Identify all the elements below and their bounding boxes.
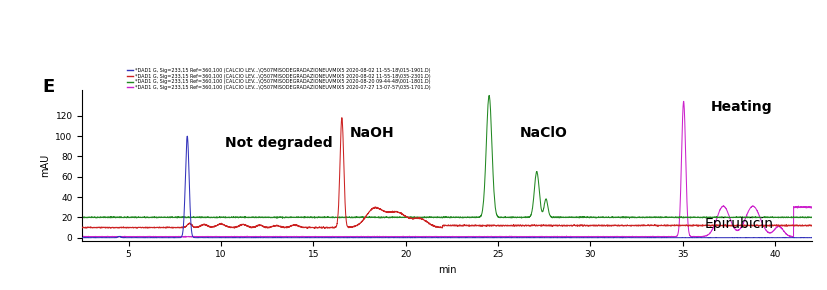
Text: Not degraded: Not degraded <box>225 136 332 150</box>
Text: E: E <box>42 78 55 97</box>
X-axis label: min: min <box>438 265 457 275</box>
Text: NaClO: NaClO <box>520 126 568 140</box>
Y-axis label: mAU: mAU <box>40 154 50 177</box>
Text: NaOH: NaOH <box>350 126 394 140</box>
Legend: *DAD1 G, Sig=233,15 Ref=360,100 (CALCIO LEV...\Q507MISODEGRADAZIONEUVMIX5 2020-0: *DAD1 G, Sig=233,15 Ref=360,100 (CALCIO … <box>125 66 433 92</box>
Text: Epirubicin: Epirubicin <box>705 218 774 231</box>
Text: Heating: Heating <box>710 99 772 114</box>
